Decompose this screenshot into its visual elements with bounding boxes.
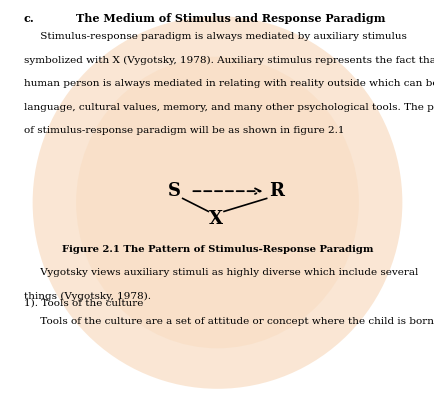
Text: c.: c.	[24, 13, 35, 24]
Text: things (Vygotsky, 1978).: things (Vygotsky, 1978).	[24, 292, 151, 301]
Text: The Medium of Stimulus and Response Paradigm: The Medium of Stimulus and Response Para…	[76, 13, 385, 24]
Text: of stimulus-response paradigm will be as shown in figure 2.1: of stimulus-response paradigm will be as…	[24, 126, 344, 135]
Ellipse shape	[33, 16, 401, 389]
Text: X: X	[209, 210, 223, 228]
Text: Stimulus-response paradigm is always mediated by auxiliary stimulus: Stimulus-response paradigm is always med…	[24, 32, 406, 41]
Text: R: R	[268, 182, 283, 200]
Text: Tools of the culture are a set of attitude or concept where the child is born. I: Tools of the culture are a set of attitu…	[24, 317, 434, 326]
Text: 1). Tools of the culture: 1). Tools of the culture	[24, 299, 143, 308]
Text: human person is always mediated in relating with reality outside which can be: human person is always mediated in relat…	[24, 79, 434, 88]
Text: language, cultural values, memory, and many other psychological tools. The patte: language, cultural values, memory, and m…	[24, 103, 434, 112]
Ellipse shape	[76, 57, 358, 348]
Text: symbolized with X (Vygotsky, 1978). Auxiliary stimulus represents the fact that: symbolized with X (Vygotsky, 1978). Auxi…	[24, 56, 434, 65]
Text: S: S	[167, 182, 180, 200]
Text: Vygotsky views auxiliary stimuli as highly diverse which include several: Vygotsky views auxiliary stimuli as high…	[24, 268, 418, 277]
Text: Figure 2.1 The Pattern of Stimulus-Response Paradigm: Figure 2.1 The Pattern of Stimulus-Respo…	[62, 245, 372, 254]
